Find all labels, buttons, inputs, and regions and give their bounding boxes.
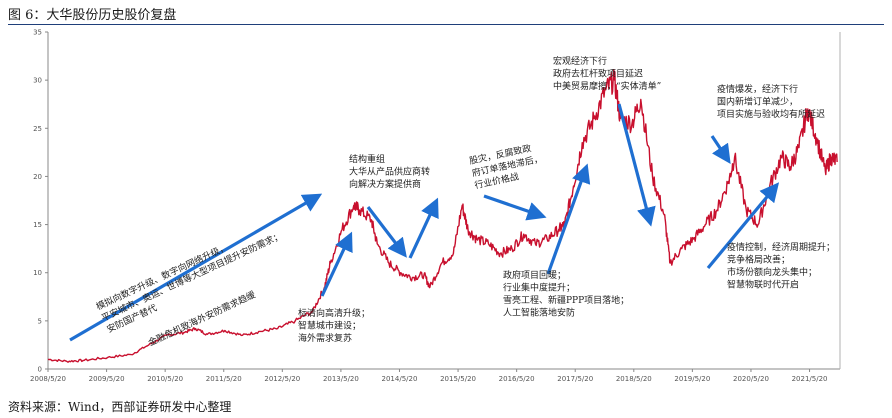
annotation-text: 宏观经济下行	[553, 55, 607, 67]
annotation-9: 疫情控制，经济周期提升；竞争格局改善；市场份额向龙头集中；智慧物联时代开启	[727, 241, 835, 291]
x-tick-label: 2014/5/20	[382, 375, 418, 383]
annotation-text: 疫情爆发，经济下行	[717, 83, 798, 95]
y-tick-label: 10	[33, 269, 42, 277]
title-divider	[8, 24, 884, 25]
x-tick-label: 2008/5/20	[30, 375, 66, 383]
figure-title: 图 6：大华股份历史股价复盘	[8, 8, 177, 23]
x-tick-label: 2018/5/20	[616, 375, 652, 383]
trend-arrow	[710, 135, 731, 164]
x-tick-label: 2020/5/20	[733, 375, 769, 383]
annotation-text: 项目实施与验收均有所延迟	[717, 108, 825, 120]
x-tick-label: 2019/5/20	[674, 375, 710, 383]
annotation-text: 模拟向数字升级、数字向网络升级，	[94, 241, 230, 313]
stock-price-chart: 0 5 10 15 20 25 30 35 2008/5/20 2009/5/20 2010/5/2…	[30, 29, 841, 383]
annotation-text: 标清向高清升级；	[298, 307, 370, 319]
x-tick-label: 2009/5/20	[89, 375, 125, 383]
annotation-text: 疫情控制，经济周期提升；	[727, 241, 835, 253]
annotation-text: 政府项目回暖；	[503, 269, 566, 281]
annotation-6: 政府项目回暖；行业集中度提升；雪亮工程、新疆PPP项目落地；人工智能落地安防	[503, 269, 629, 319]
x-tick-label: 2013/5/20	[323, 375, 359, 383]
y-tick-label: 15	[33, 221, 42, 229]
annotation-text: 大华从产品供应商转	[349, 166, 430, 178]
x-tick-label: 2021/5/20	[792, 375, 828, 383]
x-tick-label: 2011/5/20	[206, 375, 242, 383]
x-tick-label: 2012/5/20	[264, 375, 300, 383]
annotation-text: 金融危机致海外安防需求趋缓	[146, 288, 257, 348]
annotation-text: 向解决方案提供商	[349, 178, 421, 190]
trend-arrow	[320, 231, 353, 297]
x-tick-label: 2017/5/20	[557, 375, 593, 383]
annotation-text: 雪亮工程、新疆PPP项目落地；	[503, 294, 629, 306]
trend-arrow	[546, 163, 591, 275]
y-tick-label: 35	[33, 29, 42, 37]
x-tick-label: 2016/5/20	[499, 375, 535, 383]
annotation-text: 中美贸易摩擦，“实体清单”	[553, 80, 661, 92]
annotation-text: 竞争格局改善；	[727, 254, 790, 266]
annotation-3: 标清向高清升级；智慧城市建设；海外需求复苏	[298, 307, 370, 344]
trend-arrow	[617, 103, 656, 227]
y-tick-label: 20	[33, 173, 42, 181]
trend-arrow	[69, 193, 323, 342]
figure-source: 资料来源：Wind，西部证券研发中心整理	[8, 400, 232, 414]
annotation-text: 国内新增订单减少，	[717, 96, 798, 108]
annotation-text: 智慧城市建设；	[298, 320, 361, 332]
annotation-text: 海外需求复苏	[298, 332, 352, 344]
annotation-text: 平安城市、奥运、世博等大型项目提升安防需求；	[99, 229, 284, 324]
annotation-text: 人工智能落地安防	[503, 307, 575, 319]
y-tick-label: 0	[38, 366, 42, 374]
annotation-text: 智慧物联时代开启	[727, 279, 799, 291]
annotation-text: 政府去杠杆致项目延迟	[553, 68, 643, 80]
annotation-text: 结构重组	[349, 153, 385, 165]
y-tick-label: 25	[33, 125, 42, 133]
price-series-line	[47, 69, 838, 363]
trend-arrow	[706, 182, 780, 270]
annotation-2: 金融危机致海外安防需求趋缓	[146, 288, 257, 348]
x-tick-label: 2010/5/20	[147, 375, 183, 383]
y-tick-label: 5	[38, 317, 42, 325]
trend-arrow	[408, 197, 439, 259]
annotation-text: 行业集中度提升；	[503, 282, 575, 294]
trend-arrow	[366, 206, 407, 258]
trend-arrow	[483, 194, 547, 221]
annotation-text: 市场份额向龙头集中；	[727, 266, 817, 278]
x-tick-label: 2015/5/20	[440, 375, 476, 383]
y-tick-label: 30	[33, 77, 42, 85]
